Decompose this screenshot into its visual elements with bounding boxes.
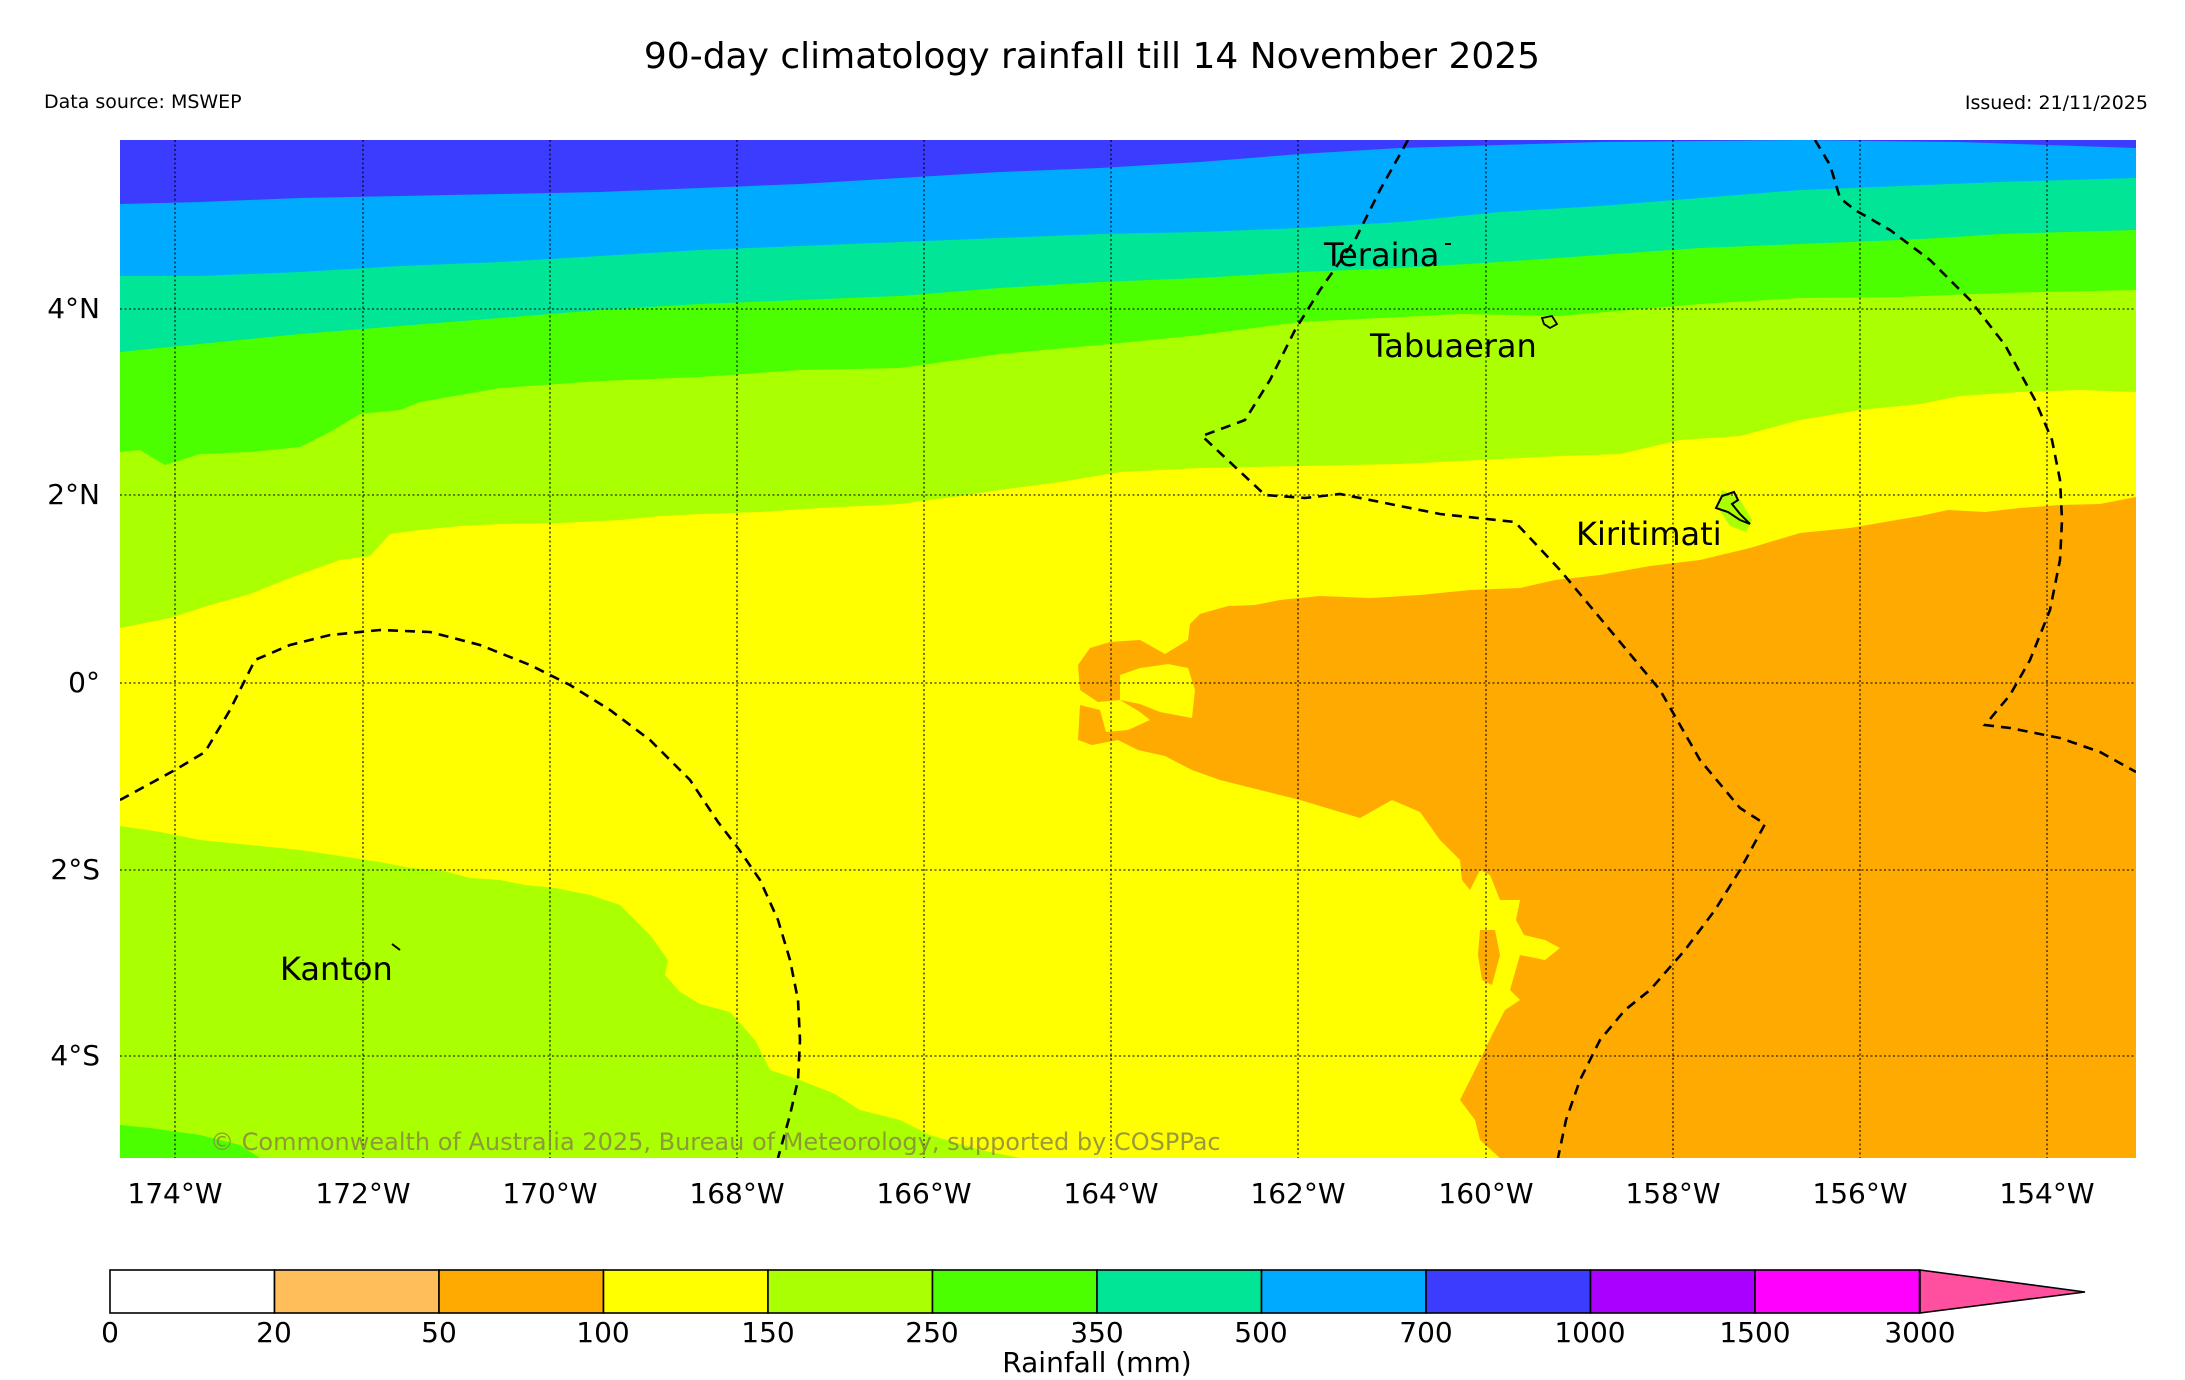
colorbar-swatch-700-1000: [1425, 1269, 1592, 1314]
lat-label-0: 0°: [68, 666, 100, 699]
colorbar-tick-700: 700: [1399, 1316, 1452, 1349]
place-label-tabuaeran: Tabuaeran: [1369, 327, 1537, 365]
colorbar-tick-20: 20: [256, 1316, 292, 1349]
band-50-100: [1078, 497, 2136, 1158]
colorbar-tick-3000: 3000: [1884, 1316, 1955, 1349]
band-100-150-bay: [1120, 664, 1195, 718]
colorbar-swatch-20-50: [273, 1269, 440, 1314]
colorbar-swatch-100-150: [602, 1269, 769, 1314]
band-50-100-islet: [1478, 930, 1500, 985]
place-label-kiritimati: Kiritimati: [1576, 515, 1722, 553]
colorbar-swatch-0-20: [109, 1269, 276, 1314]
map-gridlines: [120, 140, 2136, 1158]
lat-label-4s: 4°S: [50, 1039, 100, 1072]
eez-line-islands-boundary: [1199, 140, 1767, 1158]
place-label-kanton: Kanton: [280, 950, 393, 988]
colorbar-ticks: 0 20 50 100 150 250 350 500 700 1000 150…: [101, 1316, 1956, 1349]
colorbar-label: Rainfall (mm): [1002, 1346, 1191, 1379]
lon-label-158w: 158°W: [1625, 1177, 1720, 1210]
band-250-350-corner: [120, 1125, 260, 1158]
issued-date-label: Issued: 21/11/2025: [1965, 92, 2148, 114]
colorbar: 0 20 50 100 150 250 350 500 700 1000 150…: [101, 1269, 2086, 1379]
lon-label-162w: 162°W: [1250, 1177, 1345, 1210]
lat-label-2s: 2°S: [50, 853, 100, 886]
colorbar-swatch-250-350: [931, 1269, 1098, 1314]
lon-label-168w: 168°W: [689, 1177, 784, 1210]
colorbar-tick-0: 0: [101, 1316, 119, 1349]
colorbar-swatch-150-250: [767, 1269, 934, 1314]
lat-label-2n: 2°N: [47, 478, 100, 511]
eez-east-boundary: [1813, 140, 2136, 774]
colorbar-tick-150: 150: [741, 1316, 794, 1349]
colorbar-swatch-1000-1500: [1589, 1269, 1756, 1314]
colorbar-swatches: [109, 1269, 1921, 1314]
colorbar-swatch-1500-3000: [1754, 1269, 1921, 1314]
colorbar-tick-250: 250: [905, 1316, 958, 1349]
lon-label-154w: 154°W: [1999, 1177, 2094, 1210]
lon-label-166w: 166°W: [876, 1177, 971, 1210]
lon-label-164w: 164°W: [1063, 1177, 1158, 1210]
colorbar-extend-arrow: [1919, 1269, 2086, 1314]
longitude-labels: 174°W 172°W 170°W 168°W 166°W 164°W 162°…: [127, 1177, 2094, 1210]
place-label-teraina: Teraina: [1323, 236, 1439, 274]
colorbar-tick-350: 350: [1070, 1316, 1123, 1349]
colorbar-swatch-500-700: [1260, 1269, 1427, 1314]
lat-label-4n: 4°N: [47, 292, 100, 325]
eez-phoenix-boundary: [120, 628, 802, 1158]
colorbar-tick-100: 100: [576, 1316, 629, 1349]
colorbar-tick-1500: 1500: [1719, 1316, 1790, 1349]
lon-label-156w: 156°W: [1812, 1177, 1907, 1210]
colorbar-tick-500: 500: [1234, 1316, 1287, 1349]
figure-title: 90-day climatology rainfall till 14 Nove…: [644, 36, 1540, 77]
colorbar-tick-50: 50: [421, 1316, 457, 1349]
latitude-labels: 4°N 2°N 0° 2°S 4°S: [47, 292, 100, 1072]
copyright-notice: © Commonwealth of Australia 2025, Bureau…: [210, 1128, 1221, 1156]
lon-label-174w: 174°W: [127, 1177, 222, 1210]
kanton-island: [391, 943, 401, 951]
lon-label-160w: 160°W: [1438, 1177, 1533, 1210]
map-panel: Teraina Tabuaeran Kiritimati Kanton © Co…: [120, 140, 2136, 1158]
tabuaeran-island: [1540, 314, 1559, 330]
lon-label-172w: 172°W: [315, 1177, 410, 1210]
band-700-1000: [120, 140, 2136, 204]
data-source-label: Data source: MSWEP: [44, 91, 242, 113]
kiritimati-island: [1714, 490, 1751, 525]
eez-boundaries: [120, 140, 2136, 1158]
colorbar-swatch-50-100: [438, 1269, 605, 1314]
colorbar-tick-1000: 1000: [1554, 1316, 1625, 1349]
colorbar-swatch-350-500: [1096, 1269, 1263, 1314]
lon-label-170w: 170°W: [502, 1177, 597, 1210]
